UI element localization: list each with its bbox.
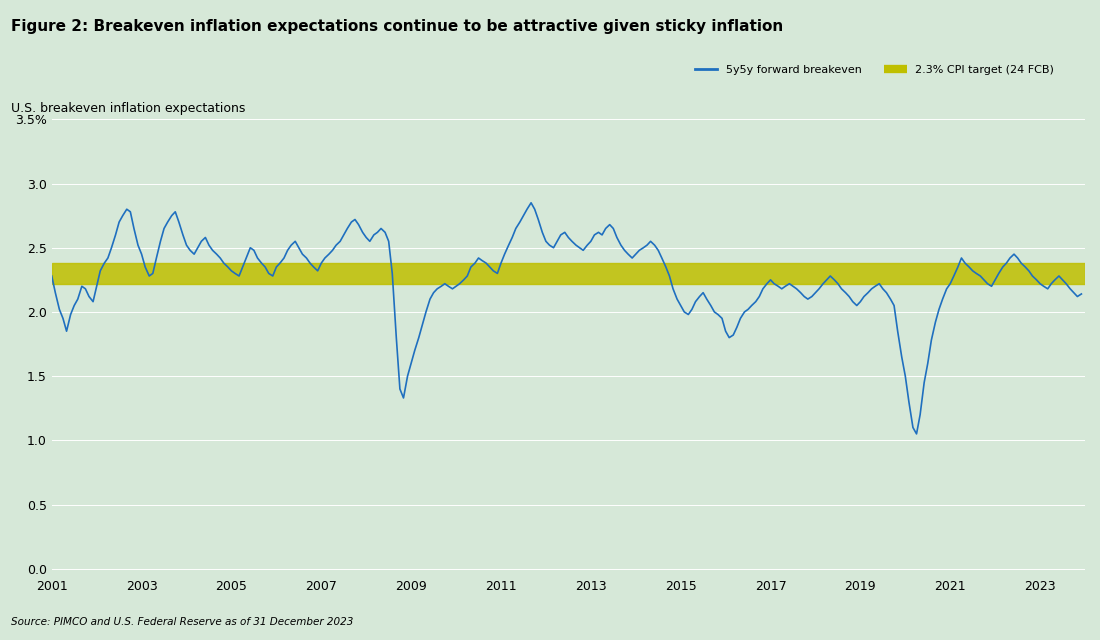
Text: Source: PIMCO and U.S. Federal Reserve as of 31 December 2023: Source: PIMCO and U.S. Federal Reserve a… (11, 617, 353, 627)
Legend: 5y5y forward breakeven, 2.3% CPI target (24 FCB): 5y5y forward breakeven, 2.3% CPI target … (691, 61, 1059, 79)
Bar (52, 263, 1085, 284)
Text: Figure 2: Breakeven inflation expectations continue to be attractive given stick: Figure 2: Breakeven inflation expectatio… (11, 19, 783, 34)
Text: U.S. breakeven inflation expectations: U.S. breakeven inflation expectations (11, 102, 245, 115)
